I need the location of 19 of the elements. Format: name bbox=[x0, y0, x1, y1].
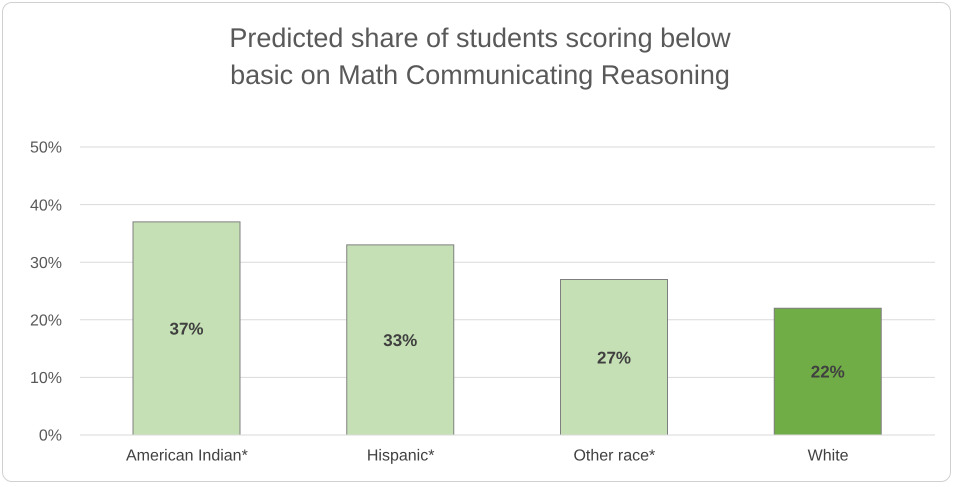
chart-title: Predicted share of students scoring below basic on Math Communicating Reasoning bbox=[228, 22, 732, 92]
x-tick-label: White bbox=[808, 447, 849, 464]
data-label: 27% bbox=[596, 348, 632, 368]
x-tick-label: Hispanic* bbox=[366, 447, 434, 464]
x-tick-label: American Indian* bbox=[126, 447, 248, 464]
y-tick-label: 50% bbox=[30, 140, 62, 157]
data-label: 22% bbox=[810, 362, 845, 382]
y-tick-label: 30% bbox=[30, 254, 62, 272]
x-tick-label: Other race* bbox=[573, 447, 656, 464]
y-tick-label: 20% bbox=[30, 312, 62, 330]
bar bbox=[560, 278, 668, 435]
bar bbox=[346, 244, 454, 435]
y-tick-label: 40% bbox=[30, 197, 62, 214]
data-label: 37% bbox=[169, 319, 204, 338]
bar bbox=[774, 308, 882, 435]
bar bbox=[132, 221, 240, 435]
y-tick-label: 10% bbox=[30, 370, 62, 388]
y-tick-label: 0% bbox=[38, 428, 62, 445]
data-label: 33% bbox=[383, 330, 418, 350]
